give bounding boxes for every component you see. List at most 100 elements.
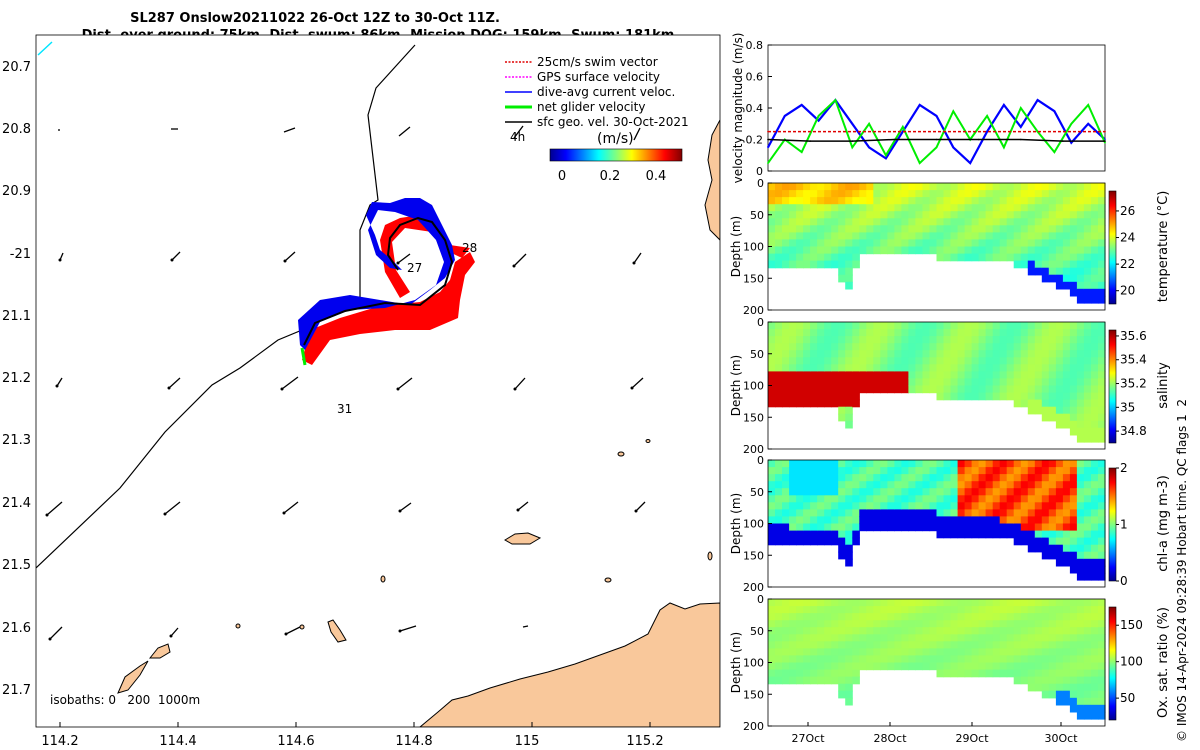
section-cell-oxygen [810, 662, 818, 671]
time-xtick-3: 30Oct [1044, 732, 1078, 745]
section-cell-temperature [859, 239, 867, 248]
section-cell-oxygen [1098, 620, 1106, 628]
section-cell-temperature [1091, 225, 1099, 233]
section-cell-salinity [866, 322, 874, 330]
section-cell-temperature [845, 211, 853, 219]
section-cell-salinity [985, 371, 994, 380]
section-cell-temperature [943, 218, 952, 226]
section-cell-salinity [1027, 350, 1036, 358]
section-cell-temperature [950, 190, 959, 198]
section-cell-chl-a [894, 495, 902, 503]
velocity-point-0-19 [1087, 123, 1089, 125]
section-cell-chl-a [873, 509, 881, 518]
section-cell-salinity [1083, 336, 1092, 344]
section-cell-chl-a [1091, 558, 1099, 567]
section-cell-chl-a [1083, 481, 1092, 489]
section-cell-oxygen [852, 606, 860, 614]
section-cell-chl-a [950, 495, 959, 503]
section-cell-salinity [796, 399, 804, 408]
section-cell-temperature [1034, 232, 1043, 241]
section-cell-chl-a [1055, 544, 1064, 553]
section-cell-chl-a [943, 460, 952, 468]
section-cell-salinity [1083, 329, 1092, 337]
section-cell-chl-a [810, 530, 818, 539]
section-cell-salinity [1048, 329, 1057, 337]
section-cell-salinity [1069, 413, 1078, 422]
section-cell-temperature [768, 246, 776, 255]
section-cell-temperature [985, 225, 994, 233]
section-cell-oxygen [908, 648, 916, 657]
section-cell-temperature [964, 218, 973, 226]
section-cell-chl-a [915, 509, 923, 518]
section-cell-salinity [1076, 385, 1085, 394]
section-cell-oxygen [880, 655, 888, 664]
velocity-ytick-0: 0 [756, 165, 763, 178]
section-cell-temperature [831, 225, 839, 233]
section-cell-temperature [943, 232, 952, 241]
section-cell-temperature [817, 197, 825, 205]
section-cell-temperature [866, 218, 874, 226]
section-cell-salinity [1076, 371, 1085, 380]
section-cell-temperature [1069, 225, 1078, 233]
section-cell-chl-a [1027, 495, 1036, 503]
section-cell-temperature [1076, 183, 1085, 191]
section-cell-temperature [929, 183, 938, 191]
section-cell-oxygen [852, 613, 860, 621]
section-cell-salinity [922, 385, 931, 394]
section-cell-temperature [1034, 253, 1043, 262]
section-cell-oxygen [1013, 599, 1022, 607]
section-cell-chl-a [775, 467, 783, 475]
section-cell-chl-a [831, 509, 839, 518]
section-cell-oxygen [894, 627, 902, 635]
section-cell-chl-a [838, 474, 846, 482]
section-cell-temperature [852, 246, 860, 255]
section-cell-chl-a [957, 460, 966, 468]
map-ytick-214: 21.4 [2, 496, 31, 511]
glider-net-track [303, 216, 454, 346]
section-cell-chl-a [957, 502, 966, 510]
map-ytick-211: 21.1 [2, 309, 31, 324]
velocity-point-1-20 [1104, 141, 1106, 144]
section-cell-temperature [894, 225, 902, 233]
section-cell-oxygen [810, 613, 818, 621]
section-cell-oxygen [1076, 676, 1085, 685]
section-cell-chl-a [943, 495, 952, 503]
section-cell-salinity [880, 336, 888, 344]
section-cell-temperature [985, 197, 994, 205]
section-cell-temperature [810, 204, 818, 212]
section-cell-chl-a [1034, 460, 1043, 468]
section-cell-oxygen [1027, 676, 1036, 685]
legend-label-current: dive-avg current veloc. [537, 85, 675, 99]
section-cell-chl-a [810, 537, 818, 546]
section-cell-oxygen [810, 620, 818, 628]
section-cell-chl-a [1013, 523, 1022, 532]
section-cell-salinity [943, 378, 952, 387]
section-cell-salinity [782, 350, 790, 358]
velocity-point-2-1 [1104, 130, 1106, 133]
section-cell-chl-a [999, 495, 1008, 503]
section-cell-temperature [1069, 197, 1078, 205]
section-cell-temperature [999, 197, 1008, 205]
section-cell-temperature [1020, 239, 1029, 248]
section-cell-salinity [1027, 357, 1036, 365]
section-cell-salinity [831, 385, 839, 394]
section-cell-salinity [1069, 427, 1078, 436]
section-cell-salinity [768, 371, 776, 380]
section-cell-temperature [831, 204, 839, 212]
section-cell-chl-a [1091, 565, 1099, 574]
section-cell-temperature [1041, 197, 1050, 205]
section-cell-temperature [1076, 218, 1085, 226]
section-cell-chl-a [824, 460, 832, 468]
section-cell-temperature [775, 211, 783, 219]
section-cell-temperature [1091, 260, 1099, 269]
section-cell-salinity [880, 364, 888, 372]
section-cell-oxygen [789, 634, 797, 642]
section-cell-salinity [971, 322, 980, 330]
section-cell-chl-a [1098, 572, 1106, 581]
section-cell-temperature [1062, 281, 1071, 290]
section-cell-oxygen [803, 676, 811, 685]
section-cell-chl-a [964, 474, 973, 482]
section-cell-salinity [957, 392, 966, 401]
section-cell-temperature [1048, 267, 1057, 276]
section-cell-salinity [1076, 357, 1085, 365]
